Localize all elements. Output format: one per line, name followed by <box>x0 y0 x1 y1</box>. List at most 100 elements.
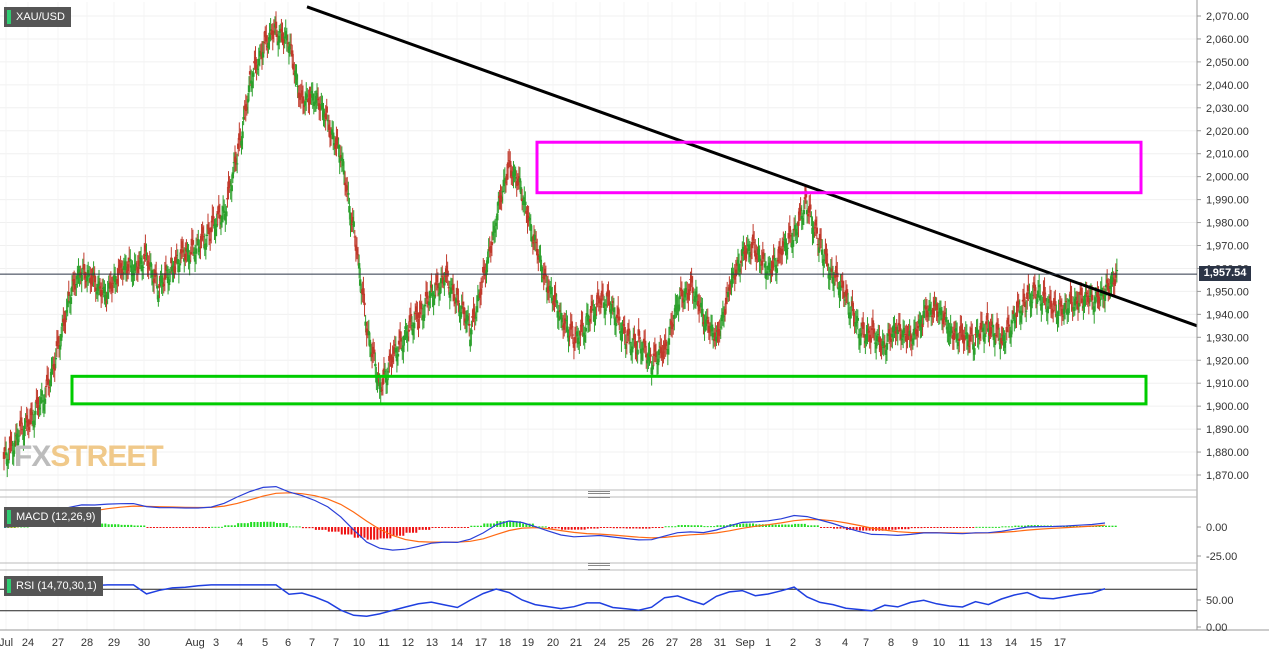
panel-resize-handle[interactable] <box>588 563 610 570</box>
candle-body <box>772 255 775 260</box>
candle-body <box>979 322 983 330</box>
macd-histogram-bar <box>476 525 479 527</box>
candle-body <box>287 46 291 54</box>
candle-body <box>1072 306 1075 312</box>
candle-body <box>734 269 738 277</box>
panel-resize-handle[interactable] <box>588 491 610 498</box>
candle-body <box>530 236 534 242</box>
macd-histogram-bar <box>266 521 269 527</box>
candle-body <box>1017 300 1020 305</box>
candle-body <box>450 283 454 285</box>
candle-body <box>349 219 352 226</box>
candle-body <box>284 30 287 38</box>
candle-body <box>478 292 482 298</box>
x-tick-label: 13 <box>426 637 438 649</box>
x-tick-label: 21 <box>570 637 582 649</box>
candle-body <box>94 287 97 291</box>
candle-body <box>204 243 208 250</box>
macd-histogram-bar <box>654 527 657 529</box>
macd-histogram-bar <box>331 527 334 532</box>
macd-histogram-bar <box>548 527 551 529</box>
candle-body <box>830 268 834 272</box>
candle-body <box>898 324 902 331</box>
candle-body <box>697 304 701 312</box>
macd-histogram-bar <box>318 527 321 530</box>
candle-body <box>852 309 855 316</box>
candle-body <box>601 294 605 296</box>
macd-histogram-bar <box>700 525 703 527</box>
candle-body <box>797 221 800 226</box>
y-tick-label: 1,980.00 <box>1206 218 1249 230</box>
macd-histogram-bar <box>298 526 301 528</box>
candle-body <box>47 378 50 385</box>
candle-body <box>147 262 150 270</box>
candle-body <box>659 346 662 348</box>
macd-histogram-bar <box>907 527 910 530</box>
candle-body <box>323 120 326 122</box>
candle-body <box>311 93 314 101</box>
x-tick-label: 18 <box>499 637 511 649</box>
candle-body <box>16 439 20 446</box>
macd-histogram-bar <box>667 526 670 528</box>
candle-body <box>414 313 417 315</box>
candle-body <box>237 143 240 149</box>
x-tick-label: 25 <box>618 637 630 649</box>
candle-body <box>679 287 682 292</box>
x-tick-label: 20 <box>547 637 559 649</box>
candle-body <box>752 241 756 243</box>
macd-histogram-bar <box>1069 526 1072 528</box>
candle-body <box>755 253 758 260</box>
candle-body <box>897 322 901 326</box>
y-tick-label: 2,020.00 <box>1206 126 1249 138</box>
candle-body <box>567 335 570 342</box>
macd-histogram-bar <box>926 527 929 528</box>
candle-body <box>420 308 423 310</box>
candle-body <box>985 321 988 325</box>
candle-body <box>1089 289 1093 296</box>
candle-body <box>919 320 922 327</box>
macd-histogram-bar <box>998 526 1001 528</box>
candle-body <box>957 341 960 347</box>
candle-body <box>845 289 849 295</box>
candle-body <box>111 283 115 285</box>
macd-histogram-bar <box>195 527 198 528</box>
candle-body <box>937 314 940 316</box>
macd-histogram-bar <box>434 527 437 528</box>
candle-body <box>836 272 839 278</box>
candle-body <box>638 337 641 339</box>
candle-body <box>226 197 229 200</box>
candle-body <box>258 50 262 57</box>
candle-body <box>278 35 281 43</box>
macd-histogram-bar <box>237 523 240 527</box>
candle-body <box>319 105 322 111</box>
candle-body <box>988 332 991 336</box>
macd-histogram-bar <box>939 527 942 528</box>
candle-body <box>1001 334 1004 336</box>
candle-body <box>348 206 351 213</box>
candle-body <box>608 302 611 305</box>
candle-body <box>65 310 68 313</box>
candle-body <box>255 64 258 70</box>
candle-body <box>552 300 555 305</box>
candle-body <box>913 327 917 330</box>
candle-body <box>613 318 617 326</box>
candle-body <box>1090 294 1094 301</box>
candle-body <box>991 325 994 328</box>
candle-body <box>387 371 390 373</box>
candle-body <box>117 268 120 276</box>
candle-body <box>396 353 400 357</box>
candle-body <box>672 324 675 327</box>
macd-histogram-bar <box>551 527 554 529</box>
macd-histogram-bar <box>470 525 473 527</box>
macd-histogram-bar <box>136 525 139 527</box>
macd-histogram-bar <box>412 527 415 533</box>
candle-body <box>662 351 665 353</box>
candle-body <box>292 63 295 70</box>
macd-histogram-bar <box>230 525 233 527</box>
candle-body <box>680 289 684 297</box>
macd-histogram-bar <box>981 526 984 528</box>
candle-body <box>84 280 88 283</box>
candle-body <box>599 298 603 305</box>
macd-histogram-bar <box>544 526 547 528</box>
candle-body <box>1048 296 1052 299</box>
